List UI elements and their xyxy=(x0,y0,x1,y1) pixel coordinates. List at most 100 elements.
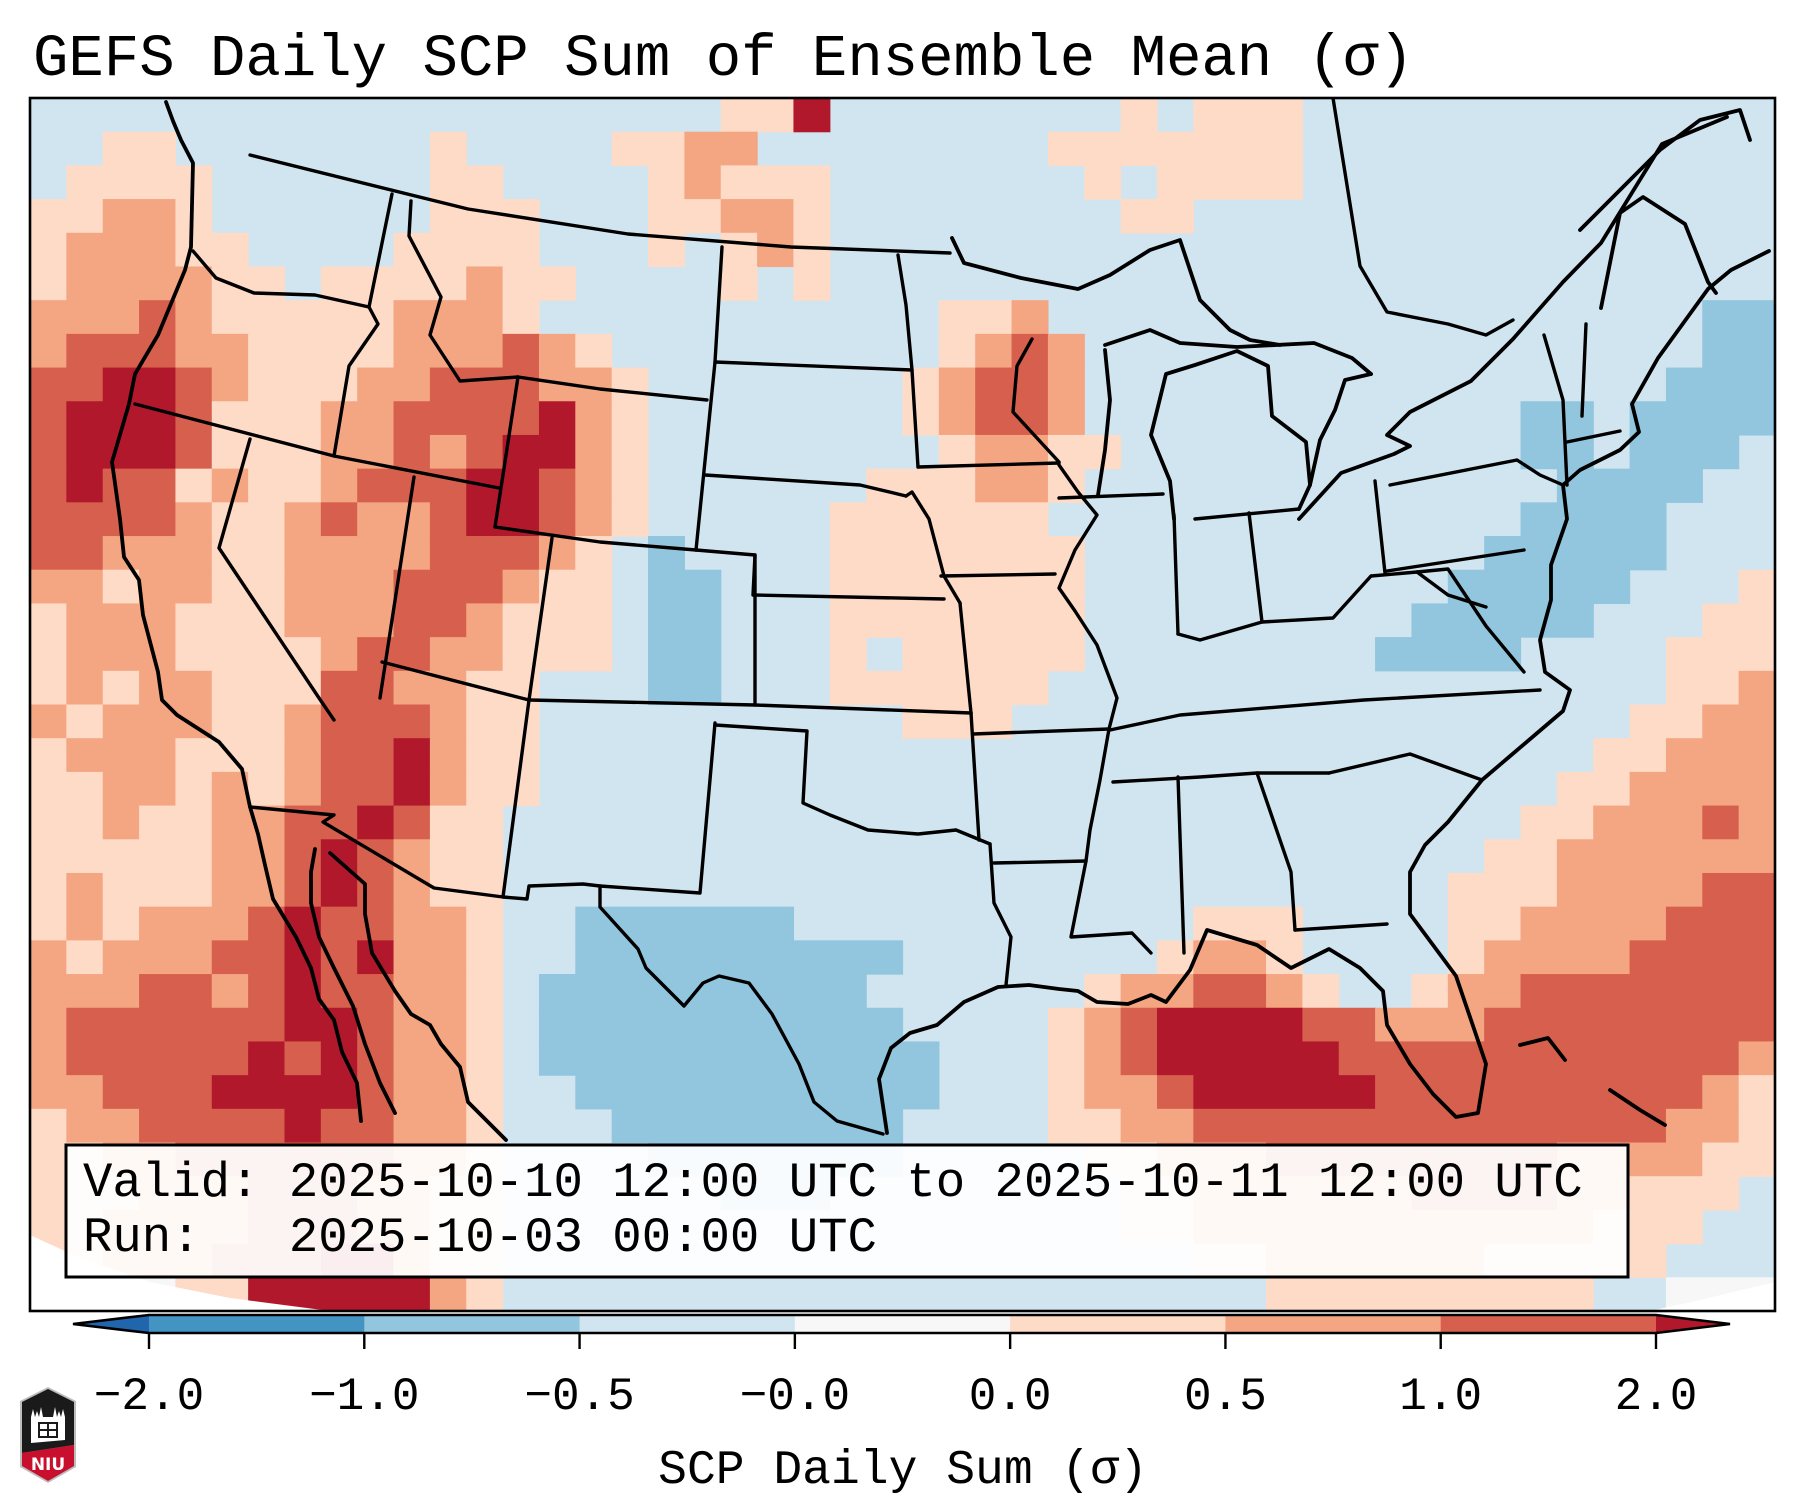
projection-edge-left xyxy=(30,1235,330,1311)
heatmap-cell xyxy=(720,165,831,200)
state-border xyxy=(1327,752,1484,782)
heatmap-cell xyxy=(1484,536,1667,571)
state-border xyxy=(1057,492,1165,500)
heatmap-cell xyxy=(1266,940,1303,975)
heatmap-cell xyxy=(211,839,286,874)
state-border xyxy=(493,375,520,529)
heatmap-cell xyxy=(66,1007,286,1043)
heatmap-cell xyxy=(1702,603,1775,638)
coastline-lake-superior-north xyxy=(950,236,1282,347)
heatmap-cell xyxy=(30,199,104,234)
heatmap-cell xyxy=(1193,1108,1667,1144)
heatmap-cell xyxy=(357,805,395,840)
heatmap-cell xyxy=(1665,906,1775,941)
heatmap-cell xyxy=(938,367,976,402)
heatmap-cell xyxy=(1665,1108,1740,1144)
heatmap-cell xyxy=(102,367,177,402)
heatmap-cell xyxy=(66,670,104,706)
heatmap-cell xyxy=(139,805,213,840)
heatmap-cell xyxy=(175,333,249,369)
heatmap-cell xyxy=(30,1075,104,1110)
heatmap-cell xyxy=(975,367,1049,402)
heatmap-cell xyxy=(1084,1041,1122,1076)
heatmap-cell xyxy=(648,637,722,672)
heatmap-cell xyxy=(30,670,67,706)
heatmap-cell xyxy=(393,872,431,908)
border-canada-us xyxy=(248,153,952,255)
heatmap-cell xyxy=(1411,974,1449,1009)
heatmap-cell xyxy=(502,434,576,470)
heatmap-cell xyxy=(575,434,613,470)
state-border xyxy=(516,375,709,402)
heatmap-cell xyxy=(1702,333,1775,369)
heatmap-cell xyxy=(30,771,104,807)
heatmap-cell xyxy=(211,1075,358,1110)
state-border xyxy=(527,536,554,702)
heatmap-cell xyxy=(1084,165,1122,200)
state-border xyxy=(378,475,416,700)
heatmap-cell xyxy=(538,974,867,1009)
heatmap-cell xyxy=(66,872,104,908)
heatmap-cell xyxy=(393,974,467,1009)
heatmap-cell xyxy=(1738,569,1775,605)
heatmap-cell xyxy=(1702,704,1775,739)
heatmap-cell xyxy=(538,1041,940,1076)
heatmap-cell xyxy=(211,940,286,975)
logo-window xyxy=(40,1431,47,1436)
state-border xyxy=(939,572,1057,578)
heatmap-cell xyxy=(1520,805,1594,840)
heatmap-cell xyxy=(611,434,649,470)
state-border xyxy=(1542,333,1569,487)
logo-window xyxy=(49,1424,56,1429)
heatmap-cell xyxy=(1520,502,1667,537)
state-border xyxy=(217,437,336,722)
heatmap-cell xyxy=(938,434,976,470)
logo-window xyxy=(49,1431,56,1436)
heatmap-cell xyxy=(1193,98,1303,133)
heatmap-cell xyxy=(466,434,504,470)
heatmap-cell xyxy=(66,603,177,638)
heatmap-cell xyxy=(393,1041,467,1076)
heatmap-cell xyxy=(102,940,213,975)
heatmap-cell xyxy=(30,266,67,301)
heatmap-cell xyxy=(30,805,104,840)
colorbar: −2.0 −1.0 −0.5 −0.0 0.0 0.5 1.0 2.0 SCP Daily S… xyxy=(72,1313,1731,1498)
heatmap-cell xyxy=(211,569,286,605)
heatmap-cell xyxy=(1266,1277,1594,1311)
heatmap-cell xyxy=(248,1041,286,1076)
heatmap-cell xyxy=(102,1075,213,1110)
colorbar-extend-high xyxy=(1656,1315,1730,1333)
heatmap-cell xyxy=(611,131,685,166)
heatmap-cell xyxy=(429,805,504,840)
heatmap-cell xyxy=(30,738,67,773)
heatmap-cell xyxy=(429,434,467,470)
heatmap-cell xyxy=(1156,1075,1194,1110)
state-border xyxy=(1057,463,1153,955)
heatmap-cell xyxy=(829,603,1085,638)
state-border xyxy=(332,305,380,458)
heatmap-cell xyxy=(1629,940,1775,975)
heatmap-cell xyxy=(938,333,976,369)
state-border xyxy=(988,842,1013,987)
heatmap-cell xyxy=(902,401,940,436)
heatmap-cell xyxy=(429,502,467,537)
heatmap-cell xyxy=(393,940,467,975)
heatmap-cell xyxy=(429,637,504,672)
state-border xyxy=(1011,337,1061,464)
heatmap-cell xyxy=(538,536,576,571)
heatmap-cell xyxy=(30,839,213,874)
heatmap-cell xyxy=(1047,1007,1085,1043)
colorbar-segment xyxy=(1010,1315,1226,1333)
heatmap-cell xyxy=(66,738,177,773)
heatmap-cell xyxy=(320,401,395,436)
state-border xyxy=(1193,507,1301,521)
heatmap-cell xyxy=(284,771,322,807)
heatmap-cell xyxy=(1556,771,1631,807)
heatmap-cell xyxy=(902,367,940,402)
coastline-upper-peninsula xyxy=(1103,328,1373,376)
heatmap-cell xyxy=(393,569,504,605)
heatmap-cell xyxy=(466,1277,504,1311)
heatmap-cell xyxy=(720,199,795,234)
colorbar-label: SCP Daily Sum (σ) xyxy=(658,1444,1148,1498)
